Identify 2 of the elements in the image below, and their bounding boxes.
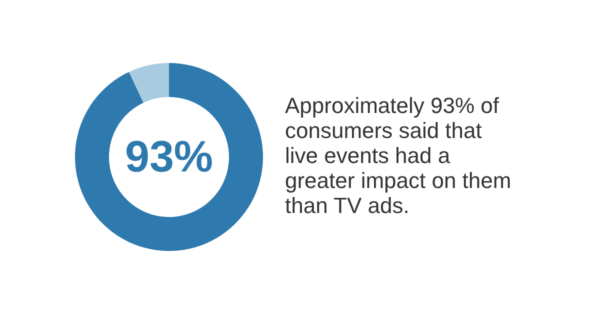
text: Approximately 93% of consumers said that live events had a greater impact on them than TV ads. <box>285 93 518 218</box>
data-label: 93% <box>124 132 214 182</box>
